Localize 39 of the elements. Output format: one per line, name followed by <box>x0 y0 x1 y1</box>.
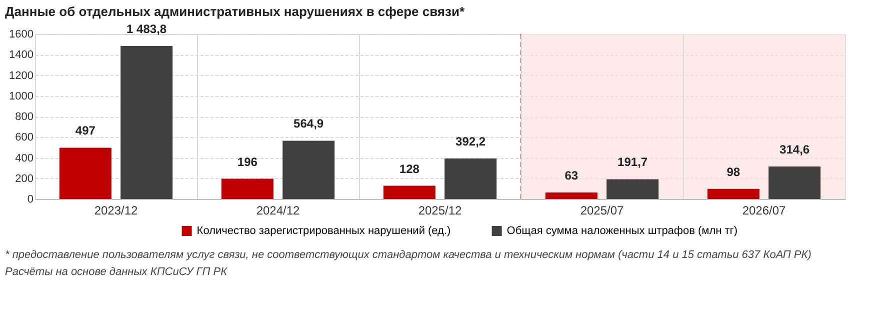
legend-label: Общая сумма наложенных штрафов (млн тг) <box>506 225 738 237</box>
data-label: 392,2 <box>456 134 486 149</box>
bar <box>707 188 760 199</box>
x-tick-label: 2023/12 <box>94 204 138 218</box>
bar <box>120 46 173 199</box>
data-label: 191,7 <box>618 155 648 170</box>
y-tick-label: 200 <box>15 172 34 185</box>
data-label: 314,6 <box>780 142 810 157</box>
bar <box>59 148 112 199</box>
x-tick-label: 2024/12 <box>256 204 300 218</box>
bar <box>545 192 598 199</box>
y-tick-label: 1200 <box>9 70 34 82</box>
y-tick-label: 1600 <box>9 28 34 40</box>
bar <box>606 179 659 199</box>
y-tick-label: 400 <box>15 152 34 164</box>
text: * предоставление пользователям услуг связи, не соответствующих стандартом качества и техническим нормам (части 14 и 15 статьи 637 КоАП РК) <box>5 249 812 261</box>
y-tick-label: 800 <box>15 111 34 123</box>
x-tick-label: 2025/07 <box>580 204 624 218</box>
data-label: 497 <box>75 124 96 138</box>
data-label: 128 <box>399 162 420 176</box>
data-label: 1 483,8 <box>126 22 167 36</box>
bar <box>444 158 497 199</box>
chart-title: Данные об отдельных административных нарушениях в сфере связи* <box>5 4 466 19</box>
y-tick-label: 1400 <box>9 49 34 62</box>
x-tick-label: 2025/12 <box>418 204 462 218</box>
data-label: 564,9 <box>294 116 324 131</box>
bar <box>282 140 335 199</box>
bar <box>221 178 274 199</box>
y-tick-label: 1000 <box>9 90 34 102</box>
data-label: 98 <box>726 164 740 179</box>
data-label: 196 <box>237 154 258 169</box>
y-tick-label: 0 <box>27 194 34 206</box>
bar <box>768 166 821 199</box>
x-tick-label: 2026/07 <box>742 204 786 218</box>
bar <box>383 186 436 199</box>
y-tick-label: 600 <box>15 132 34 144</box>
legend-label: Количество зарегистрированных нарушений (ед.) <box>196 225 451 237</box>
text: Расчёты на основе данных КПСиСУ ГП РК <box>5 266 228 278</box>
data-label: 63 <box>564 168 578 183</box>
